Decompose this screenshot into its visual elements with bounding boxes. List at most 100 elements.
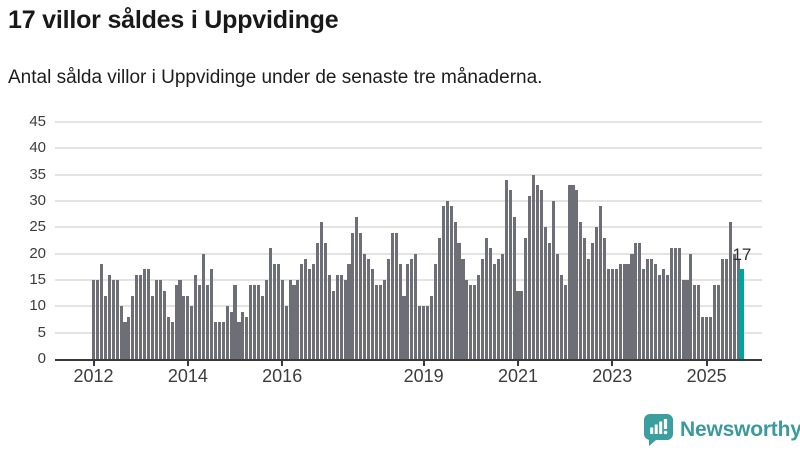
latest-value-label: 17 <box>732 245 752 265</box>
bar <box>457 243 461 359</box>
x-tick <box>516 360 519 366</box>
bar <box>520 290 524 359</box>
y-tick-label: 35 <box>29 165 46 183</box>
gridline <box>55 252 762 255</box>
bar <box>378 285 382 359</box>
bar <box>221 322 225 359</box>
bar <box>736 258 740 359</box>
bar <box>280 280 284 359</box>
bar <box>390 232 394 359</box>
bar <box>563 285 567 359</box>
bar <box>543 227 548 359</box>
bar <box>174 285 178 359</box>
bar <box>103 295 107 359</box>
bar <box>406 264 410 359</box>
bar <box>697 285 701 359</box>
bar <box>638 243 642 359</box>
bar <box>575 190 579 359</box>
bar <box>461 258 465 359</box>
bar <box>343 280 347 359</box>
bar <box>551 201 555 359</box>
bar <box>716 285 720 359</box>
bar <box>473 285 477 359</box>
newsworthy-wordmark: Newsworthy <box>680 418 800 441</box>
bar <box>477 274 481 359</box>
bar <box>170 322 174 359</box>
gridline <box>55 173 762 176</box>
bar <box>115 280 119 359</box>
bar <box>139 274 143 359</box>
bar <box>567 185 571 359</box>
bar <box>166 316 170 359</box>
bar <box>382 280 386 359</box>
bar <box>186 295 190 359</box>
bar <box>650 258 654 359</box>
bar <box>437 237 441 359</box>
bar <box>319 222 324 359</box>
bar <box>524 237 528 359</box>
chart-title: 17 villor såldes i Uppvidinge <box>8 6 339 34</box>
gridline <box>55 226 762 229</box>
bar <box>449 206 453 359</box>
bar <box>92 280 96 359</box>
bar <box>135 274 139 359</box>
bar <box>331 290 335 359</box>
bar <box>323 243 327 359</box>
bar <box>233 285 237 359</box>
bar <box>205 285 210 359</box>
bar <box>119 306 123 359</box>
bar <box>225 306 229 359</box>
bar <box>555 253 559 359</box>
x-tick <box>705 360 708 366</box>
y-tick-label: 40 <box>29 139 46 157</box>
bar <box>630 253 634 359</box>
bar <box>579 222 583 359</box>
newsworthy-logo[interactable]: Newsworthy <box>643 414 800 446</box>
bar <box>154 280 158 359</box>
bar <box>705 316 709 359</box>
bar <box>300 264 304 359</box>
bar <box>127 316 131 359</box>
bar <box>257 285 261 359</box>
bar <box>598 206 603 359</box>
bar <box>587 258 591 359</box>
bar <box>347 264 351 359</box>
bar <box>292 285 296 359</box>
y-tick-label: 25 <box>29 218 46 236</box>
bar <box>272 264 276 359</box>
bar <box>504 179 508 359</box>
bar <box>485 237 489 359</box>
bar <box>296 280 300 359</box>
bar <box>500 253 504 359</box>
bar <box>720 258 724 359</box>
bar <box>496 258 500 359</box>
bar <box>213 322 217 359</box>
bar <box>701 316 705 359</box>
bar <box>143 269 147 359</box>
bar <box>614 269 618 359</box>
newsworthy-icon <box>643 414 673 446</box>
bar <box>99 264 103 359</box>
x-tick-label: 2016 <box>262 366 303 386</box>
bar <box>335 274 339 359</box>
bar <box>107 274 111 359</box>
bar <box>229 311 233 359</box>
bar <box>150 295 155 359</box>
bar <box>732 253 736 359</box>
bar <box>288 280 292 359</box>
x-tick <box>92 360 95 366</box>
bar <box>308 269 312 359</box>
bar <box>249 285 253 359</box>
x-tick-label: 2025 <box>686 366 727 386</box>
bar <box>516 290 520 359</box>
bar <box>469 285 473 359</box>
y-tick-label: 15 <box>29 271 46 288</box>
bar <box>642 269 646 359</box>
bar <box>351 232 355 359</box>
bar <box>441 206 445 359</box>
plot-area <box>55 121 762 361</box>
bar <box>194 274 198 359</box>
bar <box>402 295 406 359</box>
bar <box>488 248 493 359</box>
bar <box>492 264 496 359</box>
